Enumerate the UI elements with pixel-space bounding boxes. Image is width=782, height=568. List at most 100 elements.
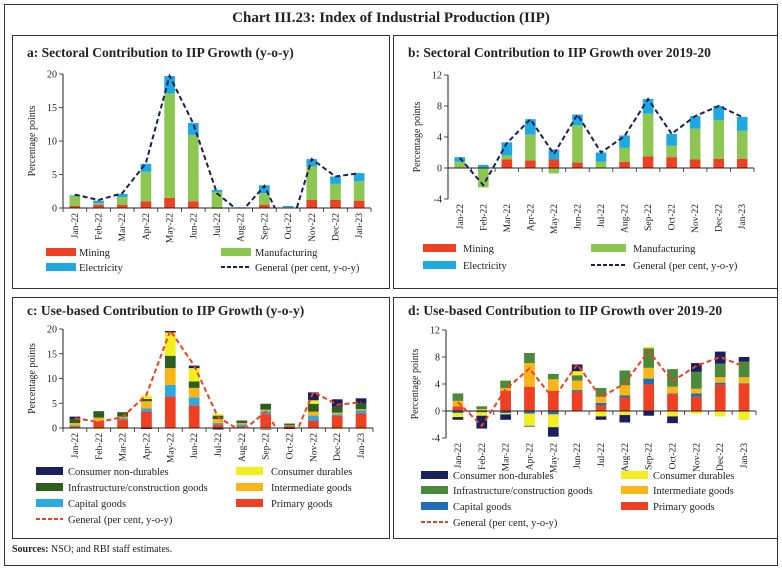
bar-segment-manufacturing — [689, 128, 701, 160]
bar-segment-manufacturing — [140, 171, 152, 202]
legend-swatch — [423, 261, 456, 269]
legend-swatch — [236, 467, 263, 475]
bar-segment-manufacturing — [642, 113, 654, 157]
bar-segment-electricity — [306, 159, 318, 167]
bar-segment-consumer-non-durables — [619, 415, 631, 423]
legend-swatch — [621, 502, 648, 510]
panel-c-use-based-yoy: c: Use-based Contribution to IIP Growth … — [12, 297, 390, 539]
bar-segment-mining — [140, 201, 152, 208]
bar-segment-intermediate-goods — [595, 396, 607, 403]
bar-segment-manufacturing — [572, 125, 583, 163]
bar-segment-consumer-durables — [595, 411, 607, 417]
y-tick-label: 0 — [52, 424, 57, 435]
x-tick-label: Feb-22 — [478, 443, 488, 470]
bar-segment-electricity — [666, 133, 677, 146]
y-tick-label: 20 — [47, 325, 57, 336]
legend-swatch — [46, 248, 76, 256]
bar-segment-capital-goods — [476, 411, 488, 413]
x-tick-label: Feb-22 — [95, 213, 105, 240]
y-tick-label: 5 — [52, 399, 57, 410]
bar-segment-intermediate-goods — [284, 425, 295, 426]
bar-segment-electricity — [187, 122, 199, 135]
chart-title: c: Use-based Contribution to IIP Growth … — [27, 303, 304, 318]
x-tick-label: Jan-22 — [71, 213, 81, 239]
y-tick-label: 10 — [47, 374, 57, 385]
panel-b-sectoral-2019-20: b: Sectoral Contribution to IIP Growth o… — [393, 35, 778, 289]
x-tick-label: Jul-22 — [597, 204, 607, 228]
x-tick-label: Aug-22 — [621, 204, 631, 233]
bar-segment-capital-goods — [524, 411, 535, 414]
bar-segment-consumer-non-durables — [714, 351, 726, 364]
bar-segment-consumer-non-durables — [452, 417, 464, 420]
bar-segment-manufacturing — [595, 161, 607, 168]
x-tick-label: Nov-22 — [691, 204, 701, 233]
legend-item: Consumer durables — [236, 467, 352, 478]
x-tick-label: Oct-22 — [284, 213, 294, 240]
y-tick-label: -4 — [432, 434, 440, 445]
x-tick-label: Apr-22 — [525, 443, 535, 470]
bar-segment-infrastructure-construction-goods — [260, 403, 272, 410]
bar-segment-intermediate-goods — [524, 363, 535, 387]
legend-label: Consumer durables — [653, 471, 734, 482]
bar-segment-primary-goods — [524, 386, 535, 411]
bar-segment-electricity — [689, 116, 701, 129]
bar-segment-capital-goods — [738, 383, 750, 384]
bar-segment-intermediate-goods — [212, 419, 224, 424]
legend-item: Intermediate goods — [621, 486, 734, 497]
y-tick-label: 20 — [47, 70, 57, 81]
bar-segment-manufacturing — [478, 168, 489, 188]
y-tick-label: 0 — [52, 204, 57, 215]
bar-segment-electricity — [478, 164, 489, 168]
bar-segment-primary-goods — [691, 396, 702, 411]
bar-segment-consumer-non-durables — [212, 428, 224, 430]
bar-segment-capital-goods — [355, 410, 367, 414]
chart-title: a: Sectoral Contribution to IIP Growth (… — [27, 45, 294, 60]
bar-segment-manufacturing — [187, 134, 199, 202]
bar-segment-intermediate-goods — [667, 386, 678, 394]
bar-segment-consumer-durables — [571, 371, 583, 376]
legend-label: Infrastructure/construction goods — [68, 483, 208, 494]
bar-segment-manufacturing — [353, 181, 365, 201]
legend-item: Mining — [46, 248, 111, 259]
bar-segment-mining — [619, 161, 630, 168]
bar-segment-mining — [187, 201, 199, 208]
bar-segment-consumer-non-durables — [738, 357, 750, 362]
legend-item: Capital goods — [36, 499, 126, 510]
bar-segment-primary-goods — [188, 405, 200, 428]
bar-segment-intermediate-goods — [547, 379, 559, 391]
bar-segment-infrastructure-construction-goods — [619, 370, 631, 386]
bar-segment-primary-goods — [236, 426, 248, 428]
legend-swatch — [423, 244, 456, 252]
bar-segment-consumer-durables — [547, 414, 559, 428]
bar-segment-primary-goods — [500, 390, 511, 411]
bar-segment-consumer-non-durables — [331, 399, 343, 407]
bar-segment-infrastructure-construction-goods — [571, 375, 583, 381]
bar-segment-capital-goods — [667, 393, 678, 395]
bar-segment-manufacturing — [69, 195, 81, 206]
bar-segment-primary-goods — [452, 406, 464, 411]
bar-segment-mining — [736, 158, 748, 168]
bar-segment-infrastructure-construction-goods — [643, 348, 655, 368]
x-tick-label: Nov-22 — [692, 443, 702, 472]
bar-segment-capital-goods — [188, 397, 200, 406]
legend-swatch — [36, 499, 63, 507]
bar-segment-consumer-durables — [619, 411, 631, 416]
bar-segment-electricity — [116, 193, 128, 198]
legend-item: Consumer non-durables — [421, 471, 554, 482]
bar-segment-intermediate-goods — [141, 401, 152, 409]
bar-segment-primary-goods — [547, 390, 559, 411]
x-tick-label: Jun-22 — [573, 443, 583, 469]
legend-item: General (per cent, y-o-y) — [591, 261, 738, 272]
legend-swatch — [36, 483, 63, 491]
bar-segment-capital-goods — [308, 415, 319, 421]
bar-segment-manufacturing — [713, 119, 724, 159]
legend-item: Manufacturing — [591, 244, 696, 255]
legend-item: Electricity — [423, 261, 507, 272]
bar-segment-intermediate-goods — [714, 377, 726, 383]
legend-item: Primary goods — [621, 502, 715, 513]
x-tick-label: Jul-22 — [213, 213, 223, 237]
y-axis-label: Percentage points — [410, 348, 421, 419]
bar-segment-electricity — [454, 157, 466, 162]
general-growth-line — [74, 73, 360, 208]
x-tick-label: Apr-22 — [142, 433, 152, 460]
